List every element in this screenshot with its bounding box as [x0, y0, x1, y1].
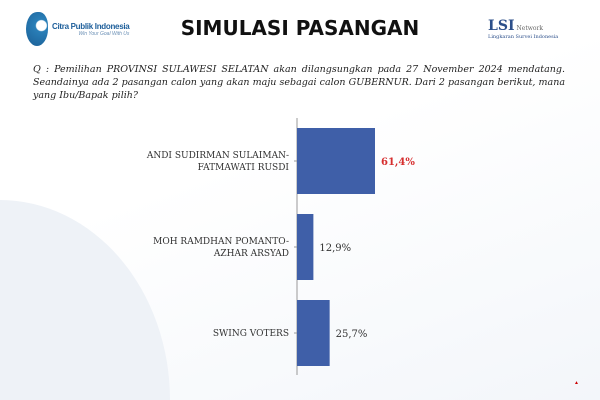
survey-question: Q : Pemilihan PROVINSI SULAWESI SELATAN … [33, 64, 565, 101]
category-label: ANDI SUDIRMAN SULAIMAN- [146, 151, 289, 161]
category-label: MOH RAMDHAN POMANTO- [153, 237, 289, 247]
category-label: SWING VOTERS [213, 329, 289, 339]
data-label: 25,7% [336, 329, 368, 340]
category-label: AZHAR ARSYAD [213, 249, 289, 259]
corner-watermark-icon: ▲ [574, 380, 579, 386]
citra-publik-logo: Citra Publik Indonesia Win Your Goal Wit… [26, 12, 130, 46]
citra-publik-logo-icon [26, 12, 48, 46]
category-label: FATMAWATI RUSDI [198, 163, 290, 173]
citra-publik-name: Citra Publik Indonesia [52, 21, 130, 31]
page-title: SIMULASI PASANGAN [180, 16, 420, 40]
data-label: 12,9% [319, 243, 351, 254]
citra-publik-tagline: Win Your Goal With Us [78, 30, 130, 37]
lsi-name: LSI [488, 18, 515, 34]
lsi-subtitle: Lingkaran Survei Indonesia [488, 34, 559, 40]
data-label: 61,4% [381, 157, 415, 168]
bar [297, 128, 375, 194]
bar-chart: ANDI SUDIRMAN SULAIMAN- FATMAWATI RUSDI 61… [146, 118, 415, 375]
bar [297, 214, 314, 280]
lsi-logo: LSI Network Lingkaran Survei Indonesia [488, 18, 578, 40]
bar [297, 300, 330, 366]
lsi-network: Network [516, 25, 543, 32]
